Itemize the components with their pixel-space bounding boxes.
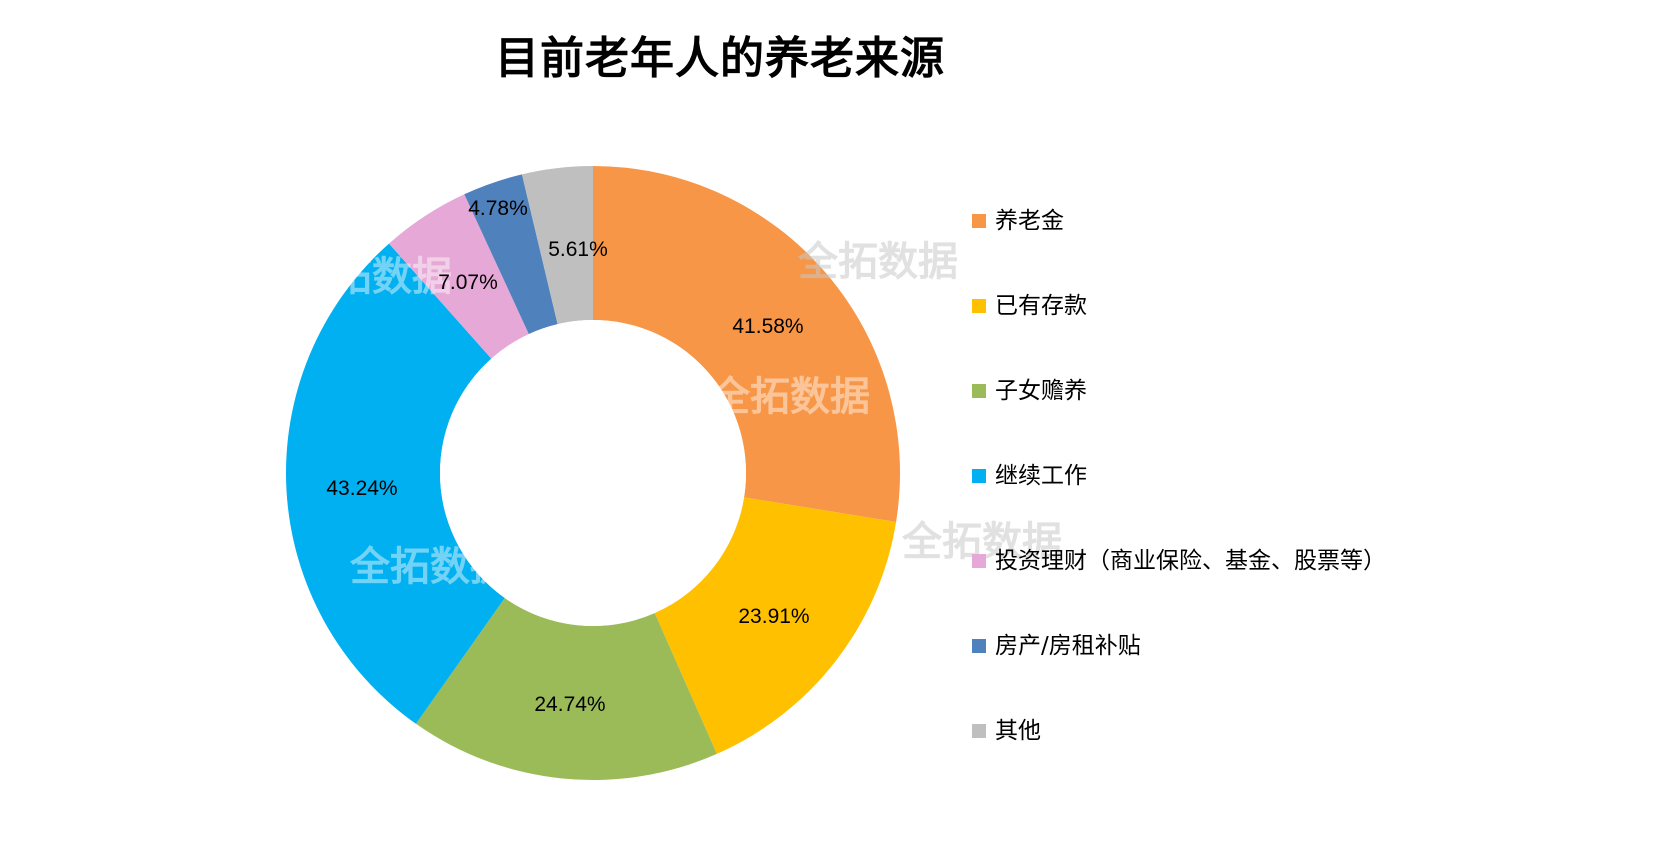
watermark: 全拓数据 bbox=[709, 374, 870, 420]
legend-label: 养老金 bbox=[995, 208, 1064, 234]
legend-label: 房产/房租补贴 bbox=[995, 633, 1141, 659]
data-label: 24.74% bbox=[534, 693, 605, 716]
legend-label: 其他 bbox=[995, 718, 1041, 744]
legend-label: 已有存款 bbox=[995, 293, 1087, 319]
legend-swatch bbox=[972, 639, 986, 653]
legend-swatch bbox=[972, 469, 986, 483]
slice-pension[interactable] bbox=[593, 166, 900, 522]
legend-item-savings[interactable]: 已有存款 bbox=[972, 292, 1087, 320]
slice-continue-work[interactable] bbox=[286, 243, 505, 724]
legend-label: 子女赡养 bbox=[995, 378, 1087, 404]
data-label: 7.07% bbox=[438, 271, 498, 294]
donut-slices bbox=[286, 166, 900, 780]
legend-item-other[interactable]: 其他 bbox=[972, 717, 1041, 745]
watermark: 全拓数据 bbox=[797, 239, 958, 285]
legend-item-investment[interactable]: 投资理财（商业保险、基金、股票等） bbox=[972, 547, 1386, 575]
legend-swatch bbox=[972, 384, 986, 398]
slice-savings[interactable] bbox=[654, 497, 897, 754]
slice-other[interactable] bbox=[521, 166, 593, 325]
legend-swatch bbox=[972, 554, 986, 568]
data-label: 41.58% bbox=[732, 315, 803, 338]
legend-label: 继续工作 bbox=[995, 463, 1087, 489]
data-label: 4.78% bbox=[468, 197, 528, 220]
legend-label: 投资理财（商业保险、基金、股票等） bbox=[995, 548, 1386, 574]
legend-item-children-support[interactable]: 子女赡养 bbox=[972, 377, 1087, 405]
data-label: 5.61% bbox=[548, 238, 608, 261]
legend-item-property-subsidy[interactable]: 房产/房租补贴 bbox=[972, 632, 1141, 660]
data-label: 43.24% bbox=[326, 477, 397, 500]
watermark: 全拓数据 bbox=[291, 254, 452, 300]
data-label: 23.91% bbox=[738, 605, 809, 628]
slice-property-subsidy[interactable] bbox=[464, 174, 558, 335]
watermark: 全拓数据 bbox=[349, 544, 510, 590]
legend-swatch bbox=[972, 214, 986, 228]
slice-children-support[interactable] bbox=[415, 597, 717, 780]
legend-item-pension[interactable]: 养老金 bbox=[972, 207, 1064, 235]
slice-investment[interactable] bbox=[388, 194, 529, 359]
legend-item-continue-work[interactable]: 继续工作 bbox=[972, 462, 1087, 490]
legend-swatch bbox=[972, 299, 986, 313]
donut-hole bbox=[440, 320, 746, 626]
chart-title: 目前老年人的养老来源 bbox=[495, 33, 945, 84]
data-labels: 41.58% 23.91% 24.74% 43.24% 7.07% 4.78% 5.61% bbox=[326, 197, 809, 716]
legend-swatch bbox=[972, 724, 986, 738]
